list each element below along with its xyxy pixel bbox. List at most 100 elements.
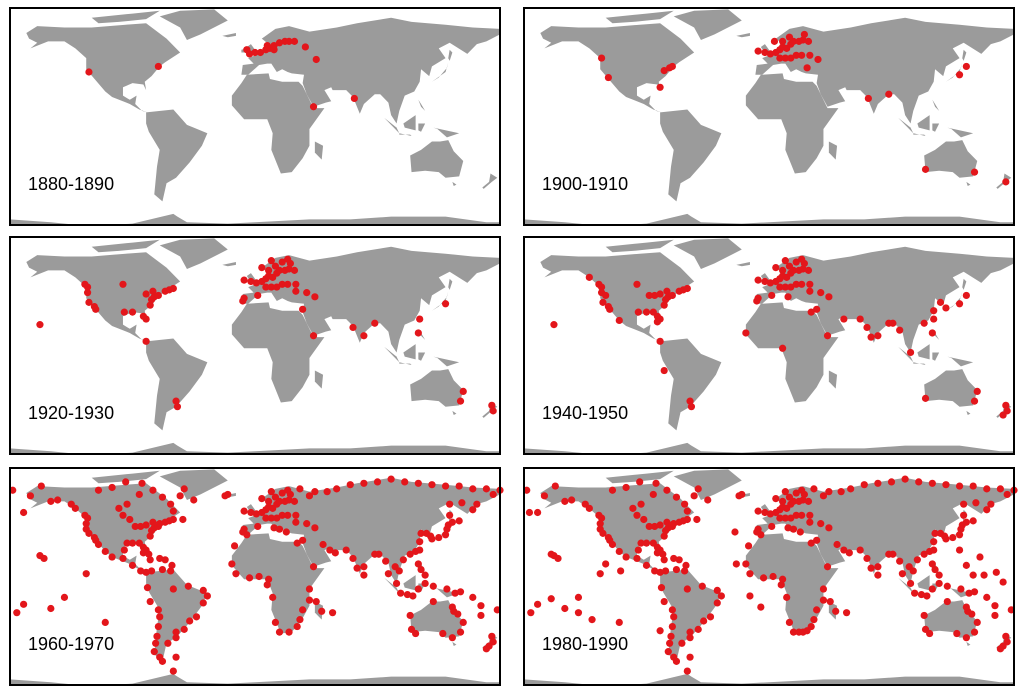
- station-dot: [128, 308, 137, 316]
- station-dot: [785, 618, 794, 627]
- station-dot: [920, 611, 928, 620]
- panel-border: [523, 7, 1015, 226]
- station-dot: [823, 332, 832, 340]
- station-dot: [787, 54, 795, 62]
- station-dot: [169, 515, 177, 524]
- station-dot: [896, 326, 904, 334]
- station-dot: [840, 315, 848, 323]
- station-dot: [973, 618, 981, 627]
- map-panel: 1980-1990: [523, 467, 1018, 686]
- station-dot: [798, 486, 806, 494]
- station-dot: [527, 609, 535, 617]
- station-dot: [192, 613, 201, 621]
- station-dot: [889, 550, 897, 558]
- station-dot: [243, 531, 251, 539]
- station-dot: [874, 571, 882, 579]
- station-dot: [20, 600, 28, 608]
- station-dot: [258, 264, 266, 272]
- station-dot: [123, 500, 131, 508]
- station-dot: [602, 291, 610, 300]
- station-dot: [660, 556, 668, 564]
- station-dot: [804, 266, 813, 274]
- station-dot: [292, 287, 300, 295]
- station-dot: [660, 66, 668, 75]
- station-dot: [267, 488, 275, 496]
- station-dot: [746, 570, 754, 578]
- station-dot: [190, 496, 198, 504]
- station-dot: [265, 266, 273, 274]
- station-dot: [803, 64, 811, 72]
- station-dot: [928, 329, 936, 337]
- station-dot: [885, 90, 893, 98]
- station-dot: [309, 563, 318, 571]
- station-dot: [928, 560, 936, 568]
- station-dot: [690, 492, 698, 500]
- station-dot: [898, 570, 906, 578]
- station-dot: [983, 593, 991, 601]
- station-dot: [265, 575, 273, 583]
- station-dot: [608, 540, 617, 549]
- station-dot: [397, 589, 405, 597]
- panel-border: [523, 467, 1015, 686]
- station-dot: [636, 478, 644, 486]
- station-dot: [804, 497, 813, 505]
- station-dot: [742, 560, 750, 568]
- station-dot: [429, 597, 437, 606]
- station-dot: [943, 582, 951, 590]
- station-dot: [469, 506, 477, 514]
- station-dot: [147, 567, 156, 575]
- station-dot: [145, 550, 153, 558]
- station-dot: [920, 550, 928, 558]
- station-dot: [154, 62, 162, 71]
- station-dot: [428, 481, 436, 489]
- station-dot: [375, 550, 383, 558]
- station-dot: [299, 536, 307, 544]
- station-dot: [970, 628, 979, 636]
- station-dot: [135, 490, 143, 499]
- station-dot: [137, 567, 145, 575]
- station-dot: [176, 492, 184, 500]
- period-label: 1980-1990: [542, 634, 628, 654]
- station-dot: [817, 520, 825, 528]
- station-dot: [664, 648, 672, 656]
- station-dot: [766, 50, 774, 58]
- map-panel: 1960-1970: [9, 467, 504, 686]
- station-dot: [781, 54, 789, 62]
- station-dot: [152, 639, 160, 647]
- station-dot: [996, 485, 1004, 493]
- station-dot: [840, 546, 848, 554]
- station-dot: [909, 567, 917, 575]
- station-dot: [142, 337, 150, 345]
- station-dot: [254, 291, 262, 300]
- station-dot: [550, 321, 558, 329]
- station-dot: [71, 504, 79, 512]
- station-dot: [267, 257, 275, 265]
- station-dot: [158, 565, 167, 574]
- station-dot: [599, 298, 607, 306]
- station-dot: [597, 514, 606, 522]
- station-dot: [142, 290, 150, 298]
- station-dot: [137, 522, 145, 531]
- station-dot: [777, 581, 785, 589]
- station-dot: [634, 546, 642, 554]
- station-dot: [169, 507, 177, 515]
- station-dot: [798, 511, 806, 519]
- station-dot: [955, 482, 964, 490]
- station-dot: [139, 549, 147, 557]
- station-dot: [633, 511, 641, 519]
- station-dot: [698, 582, 706, 590]
- station-dot: [448, 518, 456, 526]
- station-dot: [349, 554, 357, 563]
- station-dot: [798, 280, 806, 288]
- station-dot: [446, 500, 454, 508]
- station-dot: [101, 547, 109, 556]
- station-dot: [663, 486, 671, 494]
- station-dot: [642, 308, 651, 316]
- station-dot: [661, 567, 670, 575]
- station-dot: [371, 319, 379, 327]
- station-dot: [293, 622, 301, 631]
- station-dot: [158, 493, 167, 501]
- station-dot: [717, 592, 725, 600]
- station-dot: [887, 478, 896, 486]
